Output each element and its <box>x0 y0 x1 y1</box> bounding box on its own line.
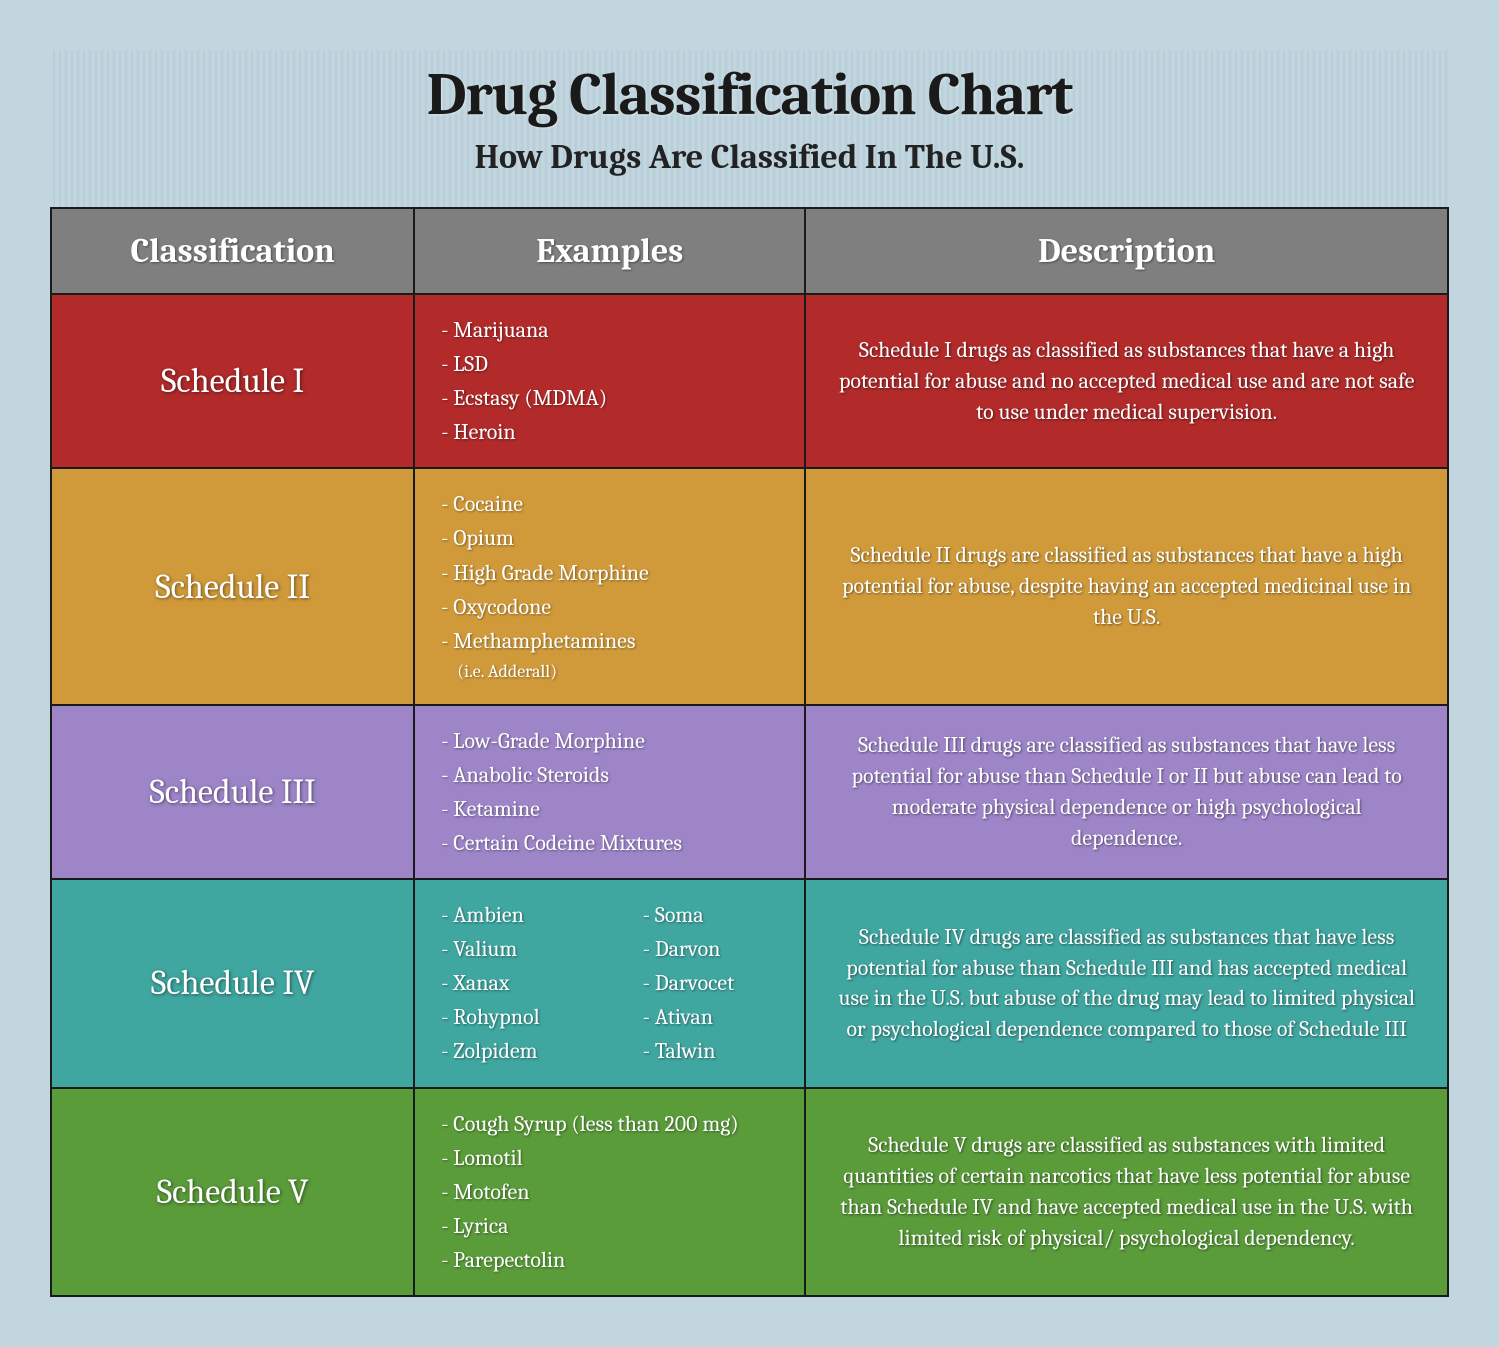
example-item: - Soma <box>643 898 785 932</box>
example-item: - Anabolic Steroids <box>441 758 784 792</box>
description-cell: Schedule V drugs are classified as subst… <box>805 1088 1448 1296</box>
page-container: Drug Classification Chart How Drugs Are … <box>0 0 1499 1347</box>
example-item: - Zolpidem <box>441 1034 583 1068</box>
example-item: - Ambien <box>441 898 583 932</box>
description-cell: Schedule I drugs as classified as substa… <box>805 294 1448 468</box>
example-subnote: (i.e. Adderall) <box>441 658 784 686</box>
examples-cell: - Marijuana- LSD- Ecstasy (MDMA)- Heroin <box>414 294 805 468</box>
table-row: Schedule IV- Ambien- Valium- Xanax- Rohy… <box>51 879 1448 1087</box>
example-item: - Methamphetamines <box>441 624 784 658</box>
examples-cell: - Ambien- Valium- Xanax- Rohypnol- Zolpi… <box>414 879 805 1087</box>
examples-cell: - Cough Syrup (less than 200 mg)- Lomoti… <box>414 1088 805 1296</box>
page-title: Drug Classification Chart <box>50 60 1449 129</box>
classification-cell: Schedule I <box>51 294 414 468</box>
table-row: Schedule II- Cocaine- Opium- High Grade … <box>51 468 1448 704</box>
table-header-row: Classification Examples Description <box>51 208 1448 294</box>
example-item: - Opium <box>441 521 784 555</box>
header-area: Drug Classification Chart How Drugs Are … <box>50 50 1449 207</box>
examples-cell: - Cocaine- Opium- High Grade Morphine- O… <box>414 468 805 704</box>
example-item: - Ketamine <box>441 792 784 826</box>
classification-cell: Schedule II <box>51 468 414 704</box>
example-item: - Cough Syrup (less than 200 mg) <box>441 1107 784 1141</box>
example-item: - Lyrica <box>441 1209 784 1243</box>
example-item: - Oxycodone <box>441 590 784 624</box>
description-cell: Schedule IV drugs are classified as subs… <box>805 879 1448 1087</box>
table-row: Schedule I- Marijuana- LSD- Ecstasy (MDM… <box>51 294 1448 468</box>
classification-cell: Schedule V <box>51 1088 414 1296</box>
example-item: - Heroin <box>441 415 784 449</box>
example-item: - High Grade Morphine <box>441 556 784 590</box>
description-cell: Schedule III drugs are classified as sub… <box>805 705 1448 879</box>
example-item: - Rohypnol <box>441 1000 583 1034</box>
classification-table: Classification Examples Description Sche… <box>50 207 1449 1297</box>
example-item: - Low-Grade Morphine <box>441 724 784 758</box>
col-header-examples: Examples <box>414 208 805 294</box>
example-item: - Xanax <box>441 966 583 1000</box>
example-item: - LSD <box>441 347 784 381</box>
example-item: - Certain Codeine Mixtures <box>441 826 784 860</box>
example-item: - Ativan <box>643 1000 785 1034</box>
page-subtitle: How Drugs Are Classified In The U.S. <box>50 137 1449 177</box>
example-item: - Motofen <box>441 1175 784 1209</box>
examples-cell: - Low-Grade Morphine- Anabolic Steroids-… <box>414 705 805 879</box>
classification-cell: Schedule III <box>51 705 414 879</box>
description-cell: Schedule II drugs are classified as subs… <box>805 468 1448 704</box>
col-header-description: Description <box>805 208 1448 294</box>
example-item: - Talwin <box>643 1034 785 1068</box>
example-item: - Darvon <box>643 932 785 966</box>
example-item: - Lomotil <box>441 1141 784 1175</box>
classification-cell: Schedule IV <box>51 879 414 1087</box>
example-item: - Cocaine <box>441 487 784 521</box>
example-item: - Darvocet <box>643 966 785 1000</box>
example-item: - Parepectolin <box>441 1243 784 1277</box>
example-item: - Valium <box>441 932 583 966</box>
col-header-classification: Classification <box>51 208 414 294</box>
table-row: Schedule III- Low-Grade Morphine- Anabol… <box>51 705 1448 879</box>
example-item: - Marijuana <box>441 313 784 347</box>
table-row: Schedule V- Cough Syrup (less than 200 m… <box>51 1088 1448 1296</box>
example-item: - Ecstasy (MDMA) <box>441 381 784 415</box>
